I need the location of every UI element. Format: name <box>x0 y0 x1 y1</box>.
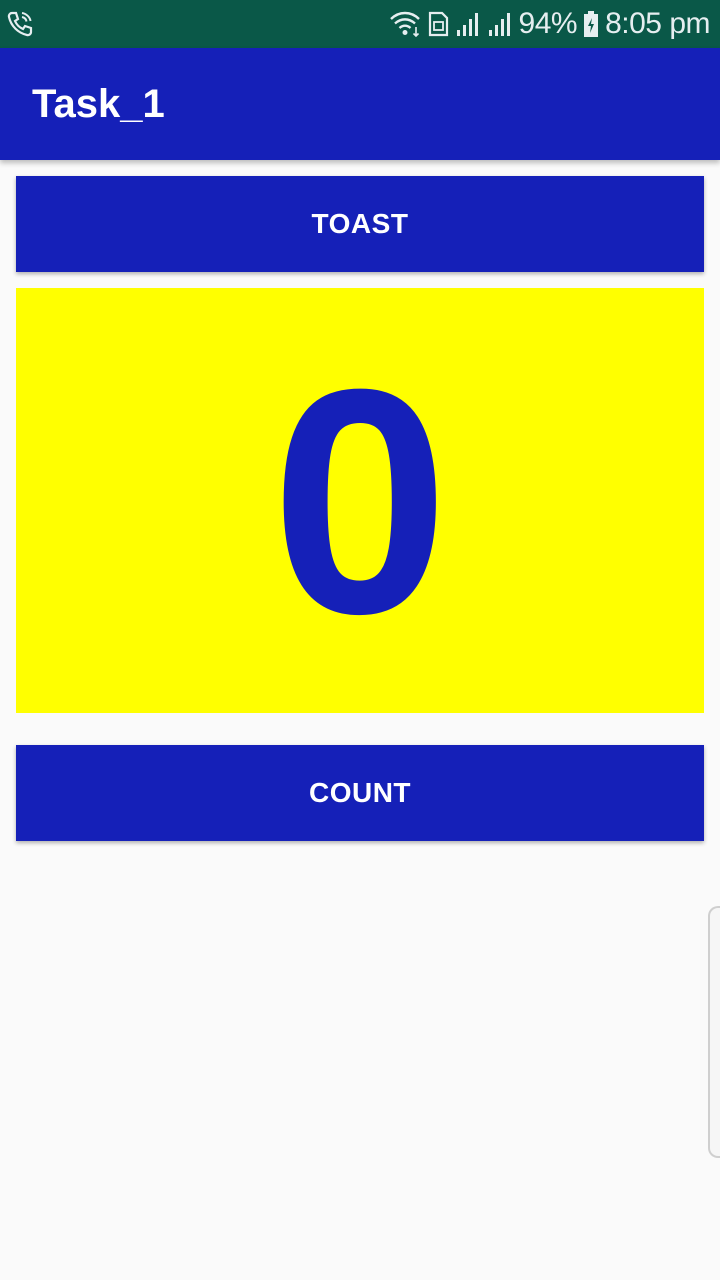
signal-icon <box>487 10 513 38</box>
edge-panel-handle[interactable] <box>708 906 720 1158</box>
wifi-icon <box>389 10 421 38</box>
battery-percent: 94% <box>518 7 578 40</box>
sim-card-icon <box>427 10 449 38</box>
app-title: Task_1 <box>32 82 165 126</box>
app-bar: Task_1 <box>0 48 720 160</box>
count-display: 0 <box>16 288 704 713</box>
battery-charging-icon <box>583 10 599 38</box>
status-bar: 94% 8:05 pm <box>0 0 720 48</box>
count-value: 0 <box>271 321 449 680</box>
status-icons: 94% 8:05 pm <box>389 0 710 48</box>
phone-call-icon <box>6 10 34 38</box>
toast-button[interactable]: TOAST <box>16 176 704 272</box>
count-button[interactable]: COUNT <box>16 745 704 841</box>
clock: 8:05 pm <box>605 7 710 40</box>
signal-icon <box>455 10 481 38</box>
